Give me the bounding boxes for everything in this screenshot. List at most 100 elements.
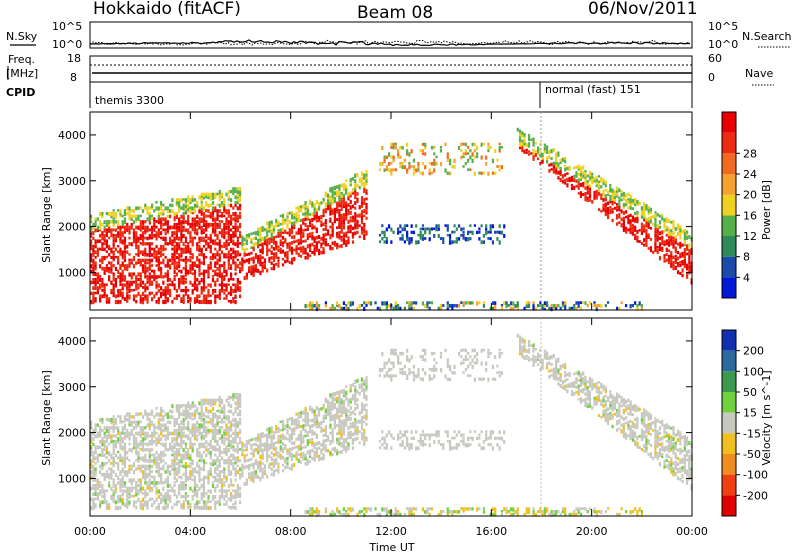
velocity-cell (150, 439, 154, 443)
power-cell (645, 206, 648, 211)
velocity-cell (270, 434, 273, 439)
power-cell (178, 198, 181, 202)
power-cell (311, 223, 314, 228)
power-cell (92, 299, 95, 305)
power-cell (225, 209, 228, 213)
power-cell (487, 149, 490, 153)
velocity-cell (180, 475, 183, 480)
velocity-cell (225, 426, 228, 430)
velocity-cell (331, 392, 334, 397)
velocity-cell (216, 464, 219, 469)
velocity-cell (220, 406, 224, 411)
power-cell (141, 242, 145, 246)
power-cell (688, 243, 691, 248)
power-cell (94, 297, 97, 300)
velocity-cell (315, 425, 318, 429)
power-cell (139, 250, 142, 255)
power-cell (631, 223, 634, 228)
velocity-cell (139, 464, 142, 469)
power-cell (496, 230, 499, 234)
power-cell (272, 227, 276, 232)
power-cell (225, 192, 228, 197)
velocity-cell (238, 409, 242, 414)
power-cell (679, 230, 682, 235)
power-cell (419, 149, 422, 153)
power-cell (137, 253, 140, 257)
velocity-cell (187, 450, 190, 455)
velocity-cell (121, 439, 124, 444)
power-cell (155, 299, 158, 304)
power-cell (263, 266, 267, 270)
velocity-cell (191, 497, 194, 501)
power-cell (209, 222, 212, 227)
power-cell (205, 242, 208, 246)
power-cell (223, 209, 226, 214)
velocity-cell (112, 415, 115, 418)
power-cell (220, 214, 224, 218)
velocity-cell (329, 396, 332, 399)
power-cell (306, 244, 309, 249)
velocity-cell (187, 453, 190, 458)
power-cell (189, 198, 192, 203)
velocity-cell (178, 412, 181, 416)
velocity-cell (139, 439, 142, 444)
power-cell (299, 246, 303, 250)
velocity-cell (173, 450, 176, 455)
power-cell (123, 283, 127, 287)
power-cell (491, 224, 495, 229)
power-cell (261, 270, 264, 273)
power-cell (615, 189, 619, 193)
power-cell (667, 232, 671, 237)
velocity-cell (198, 505, 201, 510)
power-cell (665, 242, 668, 246)
power-cell (216, 211, 219, 216)
velocity-cell (182, 456, 185, 460)
velocity-cell (171, 489, 174, 493)
velocity-cell (117, 415, 120, 418)
power-cell (685, 230, 689, 234)
velocity-cell (304, 415, 307, 418)
power-cell (227, 258, 230, 262)
velocity-cell (304, 406, 307, 412)
velocity-cell (209, 470, 212, 474)
power-cell (202, 236, 206, 240)
power-cell (216, 294, 219, 299)
velocity-cell (214, 398, 217, 403)
velocity-cell (155, 486, 158, 490)
power-cell (166, 283, 169, 287)
velocity-cell (132, 478, 136, 482)
velocity-cell (227, 434, 230, 438)
power-cell (679, 233, 682, 237)
velocity-cell (180, 431, 183, 436)
power-cell (139, 272, 142, 277)
power-cell (439, 145, 443, 149)
power-cell (308, 243, 312, 247)
power-cell (336, 218, 339, 222)
power-cell (178, 255, 181, 259)
velocity-cell (182, 500, 185, 504)
power-cell (173, 261, 176, 265)
power-cell (193, 206, 197, 211)
velocity-cell (223, 448, 226, 452)
velocity-cell (159, 467, 163, 471)
velocity-cell (105, 461, 109, 465)
power-cell (146, 242, 149, 246)
velocity-cell (281, 441, 285, 446)
power-cell (119, 266, 122, 270)
power-cell (676, 242, 680, 246)
power-cell (688, 235, 691, 239)
power-cell (173, 247, 176, 251)
velocity-cell (327, 449, 330, 453)
power-cell (275, 224, 278, 228)
power-cell (622, 197, 625, 201)
power-cell (205, 269, 208, 274)
power-cell (620, 209, 623, 214)
velocity-cell (166, 415, 169, 420)
power-cell (211, 214, 215, 218)
power-cell (238, 269, 242, 274)
velocity-cell (114, 426, 118, 430)
power-cell (248, 236, 251, 239)
power-cell (525, 148, 528, 152)
power-cell (602, 203, 605, 208)
velocity-cell (229, 494, 233, 498)
